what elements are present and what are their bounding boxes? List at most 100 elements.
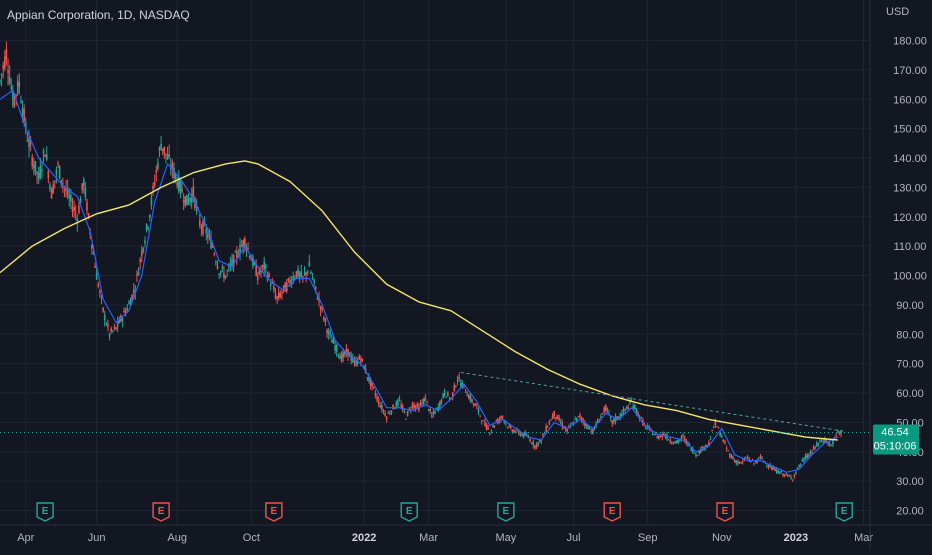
candle bbox=[182, 193, 185, 211]
candle-body bbox=[376, 396, 378, 400]
candle bbox=[799, 463, 802, 468]
candle-body bbox=[514, 431, 517, 433]
candle-body bbox=[173, 167, 175, 178]
candle-body bbox=[827, 442, 829, 445]
candle-body bbox=[748, 458, 750, 460]
candle-body bbox=[754, 461, 757, 463]
candle-body bbox=[186, 194, 188, 206]
earnings-marker: E bbox=[835, 502, 853, 522]
candle-body bbox=[440, 399, 443, 403]
candle-body bbox=[345, 349, 348, 354]
candle-body bbox=[113, 326, 116, 328]
candle-body bbox=[52, 184, 54, 193]
candle-body bbox=[468, 395, 470, 399]
candle bbox=[795, 470, 797, 476]
candle-body bbox=[184, 196, 187, 206]
candle bbox=[42, 148, 45, 163]
candle-body bbox=[774, 468, 776, 471]
candle bbox=[622, 406, 625, 415]
candle bbox=[577, 415, 580, 418]
candle-body bbox=[564, 427, 567, 429]
candle-body bbox=[190, 194, 193, 203]
candle bbox=[7, 58, 9, 86]
candle-body bbox=[669, 440, 672, 442]
candle bbox=[200, 223, 203, 237]
candle-body bbox=[145, 223, 148, 230]
candle bbox=[236, 246, 238, 265]
candle bbox=[326, 328, 328, 339]
candle bbox=[142, 246, 145, 254]
earnings-marker-shape bbox=[265, 502, 283, 522]
candle bbox=[604, 404, 607, 413]
candle bbox=[476, 402, 478, 410]
candle-body bbox=[45, 154, 48, 160]
candle-body bbox=[416, 403, 419, 407]
candle-body bbox=[342, 352, 344, 358]
candle-body bbox=[158, 148, 161, 150]
candle bbox=[532, 439, 535, 449]
candle bbox=[45, 146, 48, 162]
candle-body bbox=[355, 360, 357, 366]
candle bbox=[807, 453, 810, 459]
candle bbox=[804, 453, 807, 460]
candle bbox=[545, 423, 547, 434]
candle-body bbox=[553, 410, 556, 417]
candle bbox=[566, 428, 568, 435]
earnings-marker-label: E bbox=[42, 506, 49, 517]
candle bbox=[166, 146, 169, 161]
candle bbox=[216, 260, 219, 270]
candle-body bbox=[513, 430, 515, 433]
candle-body bbox=[658, 436, 660, 439]
candle-body bbox=[811, 452, 813, 454]
candle bbox=[223, 265, 225, 283]
candle-body bbox=[695, 454, 697, 457]
candle-body bbox=[379, 405, 382, 408]
candle-body bbox=[637, 412, 639, 417]
candle-body bbox=[374, 393, 377, 396]
candle bbox=[368, 372, 370, 384]
candle-body bbox=[305, 272, 307, 276]
candle bbox=[548, 419, 551, 426]
candle-body bbox=[609, 416, 612, 419]
y-tick-label: 150.00 bbox=[893, 124, 927, 136]
candle-body bbox=[700, 449, 702, 453]
y-tick-label: 80.00 bbox=[896, 329, 924, 341]
earnings-marker-label: E bbox=[503, 506, 510, 517]
candle-body bbox=[390, 410, 393, 413]
candle-body bbox=[303, 272, 306, 274]
candle-body bbox=[540, 439, 543, 443]
candle bbox=[458, 372, 460, 382]
candle bbox=[811, 449, 813, 455]
candle-body bbox=[137, 271, 140, 276]
candle bbox=[722, 439, 725, 443]
candle-body bbox=[78, 205, 80, 213]
candle bbox=[111, 329, 114, 334]
candle-body bbox=[561, 422, 564, 427]
candle-body bbox=[310, 272, 312, 274]
candle bbox=[126, 303, 129, 312]
candle bbox=[186, 194, 188, 206]
candle-body bbox=[352, 357, 354, 362]
candle bbox=[535, 442, 538, 450]
candle-body bbox=[16, 80, 19, 94]
candle-body bbox=[442, 393, 444, 398]
candle-body bbox=[574, 419, 576, 420]
candle-body bbox=[788, 475, 791, 477]
candle bbox=[55, 166, 58, 184]
candle-body bbox=[110, 328, 112, 332]
candle bbox=[608, 409, 610, 415]
candle-body bbox=[424, 397, 427, 402]
y-tick-label: 30.00 bbox=[896, 476, 924, 488]
candle-body bbox=[107, 324, 109, 328]
candle-body bbox=[693, 452, 696, 454]
candle-body bbox=[253, 262, 256, 265]
candle-body bbox=[74, 213, 77, 214]
candle-body bbox=[509, 426, 512, 429]
earnings-marker: E bbox=[497, 502, 515, 522]
candle bbox=[579, 412, 581, 419]
candle bbox=[79, 195, 82, 204]
trendline bbox=[460, 371, 845, 432]
candle-body bbox=[555, 417, 557, 419]
